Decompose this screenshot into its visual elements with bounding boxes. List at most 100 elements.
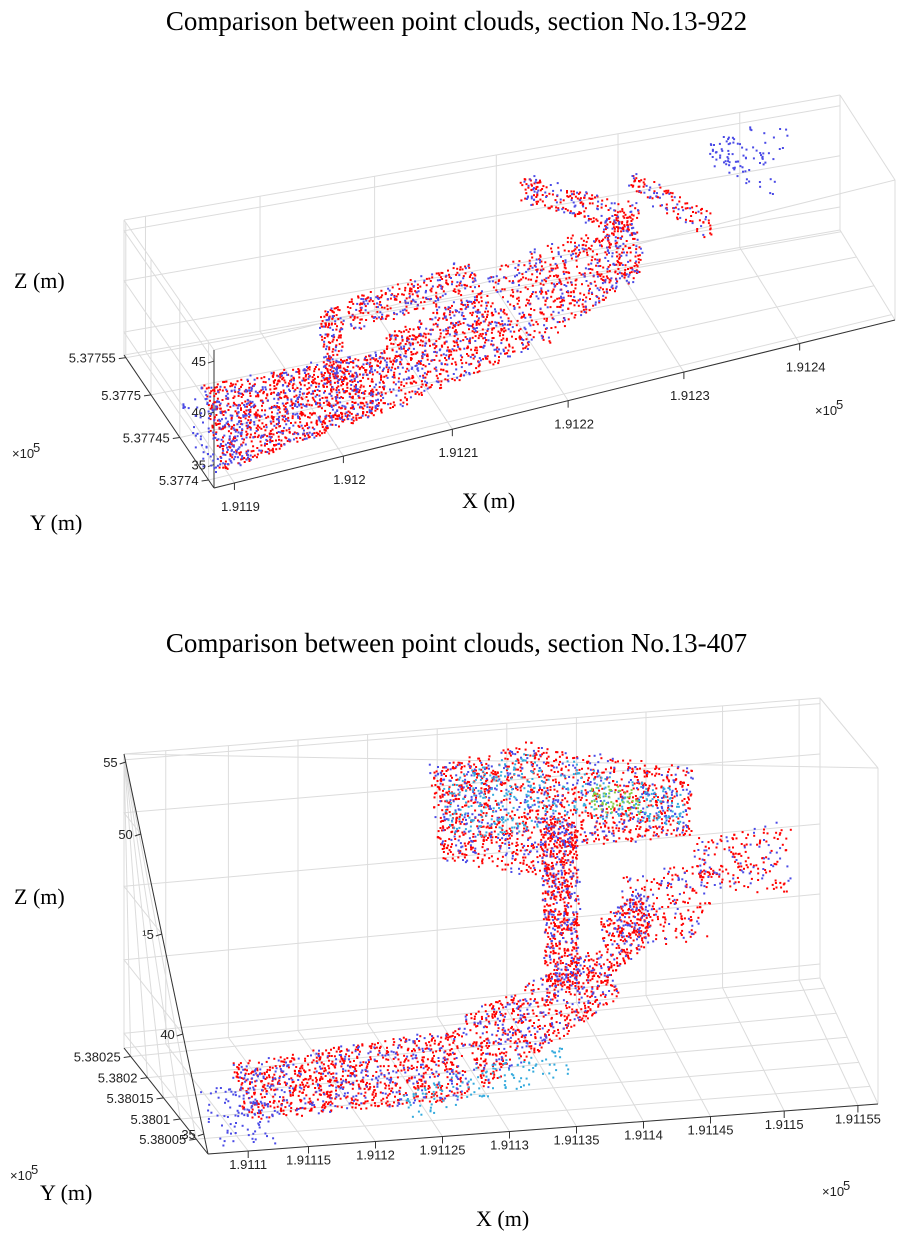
red-point [315, 434, 318, 437]
x-exponent: ×10 [815, 403, 837, 418]
blue-point [484, 336, 486, 339]
red-point [607, 265, 610, 268]
red-point [505, 339, 508, 342]
red-point [528, 1030, 531, 1033]
red-point [479, 333, 482, 336]
blue-point [217, 438, 220, 441]
red-point [535, 200, 538, 203]
blue-point [474, 299, 476, 302]
red-point [410, 1076, 413, 1079]
red-point [263, 1083, 266, 1086]
red-point [407, 1079, 409, 1082]
red-point [317, 1052, 320, 1055]
red-point [488, 360, 491, 363]
red-point [221, 389, 224, 392]
red-point [502, 1018, 505, 1021]
red-point [457, 292, 460, 295]
red-point [339, 336, 342, 339]
red-point [281, 371, 284, 374]
blue-point [310, 384, 313, 387]
red-point [358, 1085, 361, 1088]
blue-point [371, 357, 374, 359]
red-point [221, 447, 224, 450]
red-point [559, 201, 562, 204]
red-point [259, 399, 262, 402]
red-point [608, 217, 611, 220]
red-point [523, 313, 526, 316]
red-point [620, 230, 623, 233]
red-point [595, 961, 598, 964]
red-point [369, 385, 371, 387]
red-point [533, 1051, 536, 1054]
red-point [290, 1107, 293, 1109]
red-point [407, 311, 410, 314]
red-point [446, 332, 449, 335]
blue-point [392, 388, 395, 391]
blue-point [248, 389, 251, 392]
red-point [614, 214, 617, 216]
red-point [321, 1077, 324, 1080]
blue-point [597, 200, 600, 203]
red-point [478, 285, 480, 288]
red-point [393, 294, 396, 297]
red-point [294, 1088, 297, 1091]
red-point [360, 327, 363, 330]
red-point [358, 368, 361, 371]
red-point [322, 401, 325, 404]
blue-point [262, 434, 265, 437]
red-point [422, 374, 425, 377]
axis-line [207, 1103, 879, 1155]
blue-point [590, 262, 593, 265]
blue-point [417, 387, 420, 390]
red-point [453, 335, 456, 338]
blue-point [308, 426, 311, 429]
x-tick-label: 1.9122 [554, 417, 594, 432]
blue-point [726, 156, 729, 159]
red-point [225, 380, 228, 383]
blue-point [600, 214, 603, 217]
red-point [448, 355, 450, 358]
red-point [529, 998, 532, 1001]
red-point [213, 388, 216, 391]
red-point [365, 401, 368, 404]
red-point [646, 196, 649, 199]
red-point [210, 390, 213, 393]
red-point [359, 318, 362, 321]
red-point [320, 1061, 323, 1064]
red-point [353, 1059, 355, 1062]
red-point [320, 373, 323, 376]
blue-point [296, 412, 299, 415]
blue-point [264, 442, 266, 445]
red-point [441, 272, 444, 274]
red-point [481, 1041, 484, 1044]
red-point [533, 1049, 536, 1052]
blue-point [457, 345, 460, 348]
red-point [311, 426, 314, 429]
red-point [509, 303, 512, 306]
blue-point [293, 390, 296, 393]
red-point [497, 312, 500, 315]
red-point [422, 1072, 425, 1075]
red-point [299, 1107, 302, 1110]
red-point [362, 376, 364, 379]
red-point [331, 397, 334, 400]
red-point [535, 202, 538, 205]
red-point [475, 299, 478, 302]
red-point [613, 220, 616, 223]
red-point [337, 366, 340, 369]
blue-point [425, 296, 428, 299]
red-point [363, 358, 366, 361]
red-point [431, 276, 434, 279]
blue-point [481, 315, 484, 318]
blue-point [303, 429, 305, 432]
red-point [352, 361, 355, 364]
red-point [261, 422, 264, 425]
red-point [615, 214, 618, 217]
red-point [347, 310, 350, 313]
red-point [402, 293, 405, 296]
blue-point [329, 423, 332, 426]
blue-point [227, 441, 229, 444]
red-point [421, 1083, 424, 1086]
blue-point [401, 336, 404, 339]
red-point [580, 273, 583, 276]
